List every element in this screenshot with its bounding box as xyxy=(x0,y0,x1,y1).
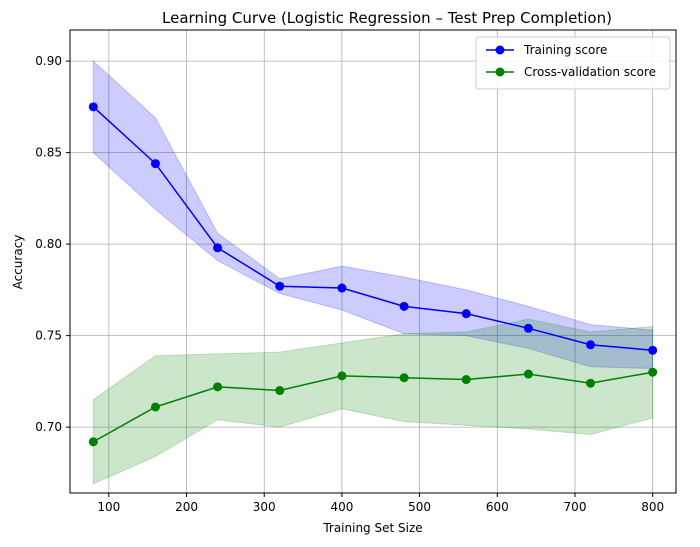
y-tick-label: 0.70 xyxy=(35,420,62,434)
legend-training-label: Training score xyxy=(523,43,607,57)
legend: Training score Cross-validation score xyxy=(475,36,671,90)
legend-training-marker xyxy=(495,45,505,55)
training-score-point xyxy=(275,281,285,291)
cv-score-point xyxy=(213,382,223,392)
series-points xyxy=(88,102,658,447)
x-axis-ticks: 100 200 300 400 500 600 700 800 xyxy=(97,493,664,514)
x-tick-label: 200 xyxy=(175,500,198,514)
training-score-point xyxy=(213,243,223,253)
cv-score-point xyxy=(337,371,347,381)
training-score-point xyxy=(648,345,658,355)
cv-score-point xyxy=(461,375,471,385)
x-tick-label: 400 xyxy=(330,500,353,514)
cv-score-point xyxy=(399,373,409,383)
training-score-point xyxy=(523,323,533,333)
x-tick-label: 700 xyxy=(564,500,587,514)
y-axis-label: Accuracy xyxy=(11,235,25,290)
grid xyxy=(70,30,676,493)
training-score-point xyxy=(150,159,160,169)
cv-score-point xyxy=(648,367,658,377)
y-tick-label: 0.90 xyxy=(35,54,62,68)
cv-score-line xyxy=(92,371,653,443)
x-axis-label: Training Set Size xyxy=(322,521,422,535)
legend-box xyxy=(475,36,671,90)
legend-cv-label: Cross-validation score xyxy=(524,65,656,79)
training-score-line xyxy=(92,106,653,352)
cv-score-point xyxy=(523,369,533,379)
training-score-point xyxy=(88,102,98,112)
x-tick-label: 600 xyxy=(486,500,509,514)
training-score-point xyxy=(399,301,409,311)
training-score-point xyxy=(586,340,596,350)
y-tick-label: 0.80 xyxy=(35,237,62,251)
training-score-point xyxy=(337,283,347,293)
plot-area-frame xyxy=(69,29,677,494)
legend-cv-marker xyxy=(495,67,505,77)
x-tick-label: 300 xyxy=(253,500,276,514)
cv-score-point xyxy=(586,378,596,388)
x-tick-label: 100 xyxy=(97,500,120,514)
y-tick-label: 0.85 xyxy=(35,146,62,160)
y-tick-label: 0.75 xyxy=(35,329,62,343)
cv-score-point xyxy=(275,386,285,396)
cv-score-point xyxy=(150,402,160,412)
training-score-point xyxy=(461,309,471,319)
cv-score-band xyxy=(92,318,654,485)
y-axis-ticks: 0.70 0.75 0.80 0.85 0.90 xyxy=(35,54,70,434)
cv-score-point xyxy=(88,437,98,447)
x-tick-label: 800 xyxy=(641,500,664,514)
x-tick-label: 500 xyxy=(408,500,431,514)
chart-title: Learning Curve (Logistic Regression – Te… xyxy=(162,9,612,27)
series-lines xyxy=(92,106,653,443)
